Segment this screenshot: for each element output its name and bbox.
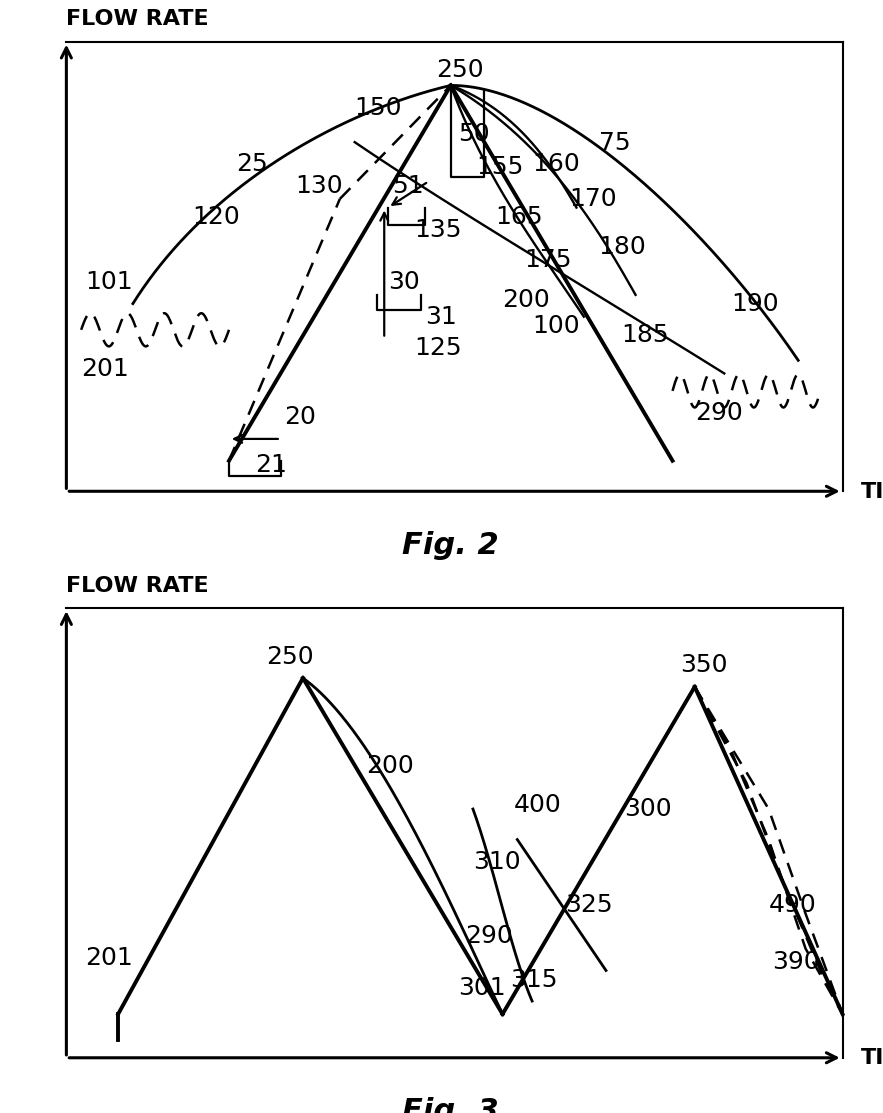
Text: 165: 165 — [494, 205, 542, 228]
Text: 200: 200 — [366, 754, 413, 778]
Text: 170: 170 — [569, 187, 616, 211]
Text: 175: 175 — [525, 248, 571, 273]
Text: 21: 21 — [254, 453, 286, 477]
Text: 350: 350 — [679, 653, 727, 677]
Text: 125: 125 — [413, 335, 461, 359]
Text: 50: 50 — [457, 121, 489, 146]
Text: 150: 150 — [354, 96, 402, 119]
Text: 300: 300 — [624, 797, 671, 821]
Text: 390: 390 — [772, 949, 819, 974]
Text: 135: 135 — [413, 218, 461, 242]
Text: 250: 250 — [266, 644, 313, 669]
Text: 490: 490 — [768, 893, 816, 917]
Text: 180: 180 — [598, 235, 645, 259]
Text: 75: 75 — [598, 130, 630, 155]
Text: 201: 201 — [81, 357, 129, 382]
Text: 290: 290 — [465, 924, 513, 947]
Text: 290: 290 — [694, 401, 742, 425]
Text: 30: 30 — [388, 270, 419, 294]
Text: 51: 51 — [391, 174, 423, 198]
Text: 310: 310 — [472, 849, 520, 874]
Text: Fig. 2: Fig. 2 — [402, 531, 499, 560]
Text: 190: 190 — [731, 292, 779, 316]
Text: 400: 400 — [513, 792, 561, 817]
Text: 160: 160 — [532, 152, 579, 176]
Text: 325: 325 — [565, 893, 613, 917]
Text: 120: 120 — [192, 205, 239, 228]
Text: TIME: TIME — [860, 1047, 883, 1067]
Text: 185: 185 — [620, 323, 668, 346]
Text: 301: 301 — [457, 976, 505, 999]
Text: 155: 155 — [476, 155, 524, 178]
Text: 130: 130 — [295, 174, 343, 198]
Text: TIME: TIME — [860, 482, 883, 502]
Text: 101: 101 — [85, 270, 132, 294]
Text: 31: 31 — [425, 305, 457, 329]
Text: 25: 25 — [236, 152, 268, 176]
Text: 100: 100 — [532, 314, 579, 337]
Text: 201: 201 — [85, 945, 132, 969]
Text: 315: 315 — [509, 967, 557, 992]
Text: 20: 20 — [284, 405, 316, 430]
Text: 250: 250 — [435, 59, 483, 82]
Text: Fig. 3: Fig. 3 — [402, 1097, 499, 1113]
Text: FLOW RATE: FLOW RATE — [66, 9, 208, 29]
Text: FLOW RATE: FLOW RATE — [66, 575, 208, 595]
Text: 200: 200 — [502, 287, 550, 312]
